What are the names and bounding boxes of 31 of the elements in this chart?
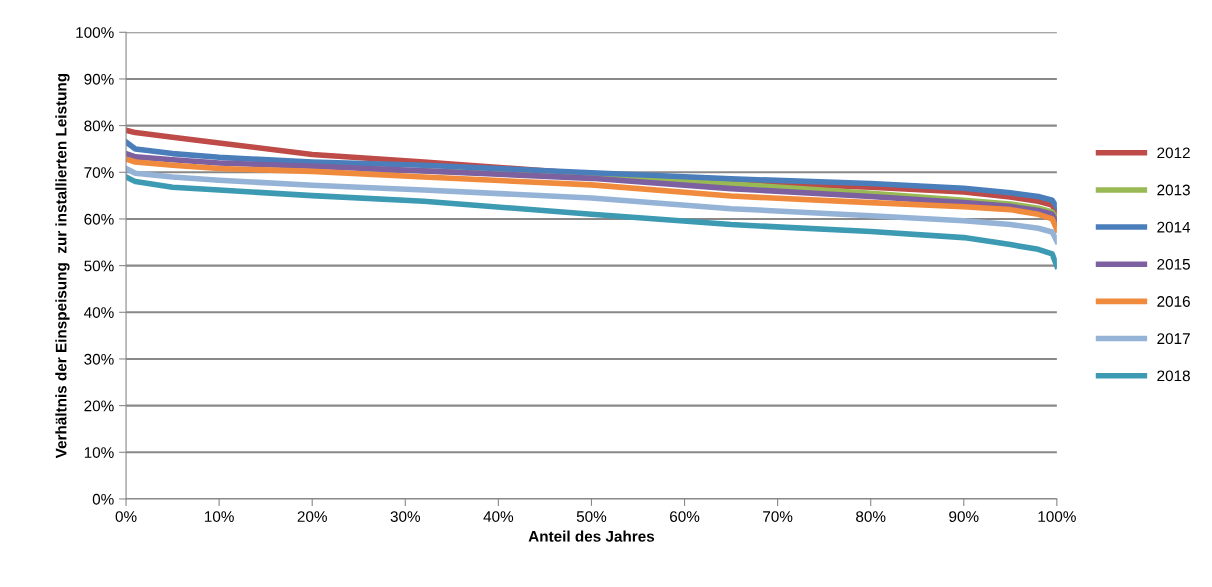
x-tick-label: 30%: [390, 511, 421, 522]
legend-label: 2017: [1157, 333, 1190, 345]
y-axis-title: Verhältnis der Einspeisung zur installierten Leistung: [55, 73, 70, 459]
x-tick-label: 60%: [670, 511, 700, 522]
x-tick-label: 10%: [205, 511, 234, 522]
y-tick-label: 30%: [84, 353, 114, 365]
legend-label: 2014: [1157, 221, 1191, 233]
x-tick-label: 20%: [297, 511, 327, 522]
y-tick-label: 10%: [84, 447, 114, 458]
legend-label: 2015: [1157, 258, 1190, 270]
y-tick-label: 90%: [84, 73, 114, 85]
y-tick-label: 0%: [92, 493, 114, 505]
x-tick-label: 80%: [856, 511, 886, 522]
y-tick-label: 20%: [84, 400, 114, 412]
x-tick-label: 90%: [949, 511, 979, 522]
x-tick-label: 70%: [763, 511, 793, 522]
legend-label: 2018: [1157, 370, 1190, 382]
legend-label: 2016: [1157, 296, 1190, 307]
y-tick-label: 60%: [84, 213, 114, 225]
x-axis-title: Anteil des Jahres: [528, 530, 655, 542]
x-tick-label: 0%: [115, 511, 137, 522]
y-tick-label: 100%: [76, 27, 114, 38]
y-tick-label: 80%: [84, 120, 114, 132]
y-tick-label: 40%: [84, 307, 114, 318]
x-tick-label: 40%: [483, 511, 514, 522]
legend-label: 2012: [1157, 147, 1190, 159]
y-tick-label: 70%: [84, 167, 114, 178]
x-tick-label: 100%: [1038, 511, 1076, 522]
y-tick-label: 50%: [84, 260, 114, 272]
legend-label: 2013: [1157, 184, 1190, 196]
x-tick-label: 50%: [576, 511, 607, 522]
